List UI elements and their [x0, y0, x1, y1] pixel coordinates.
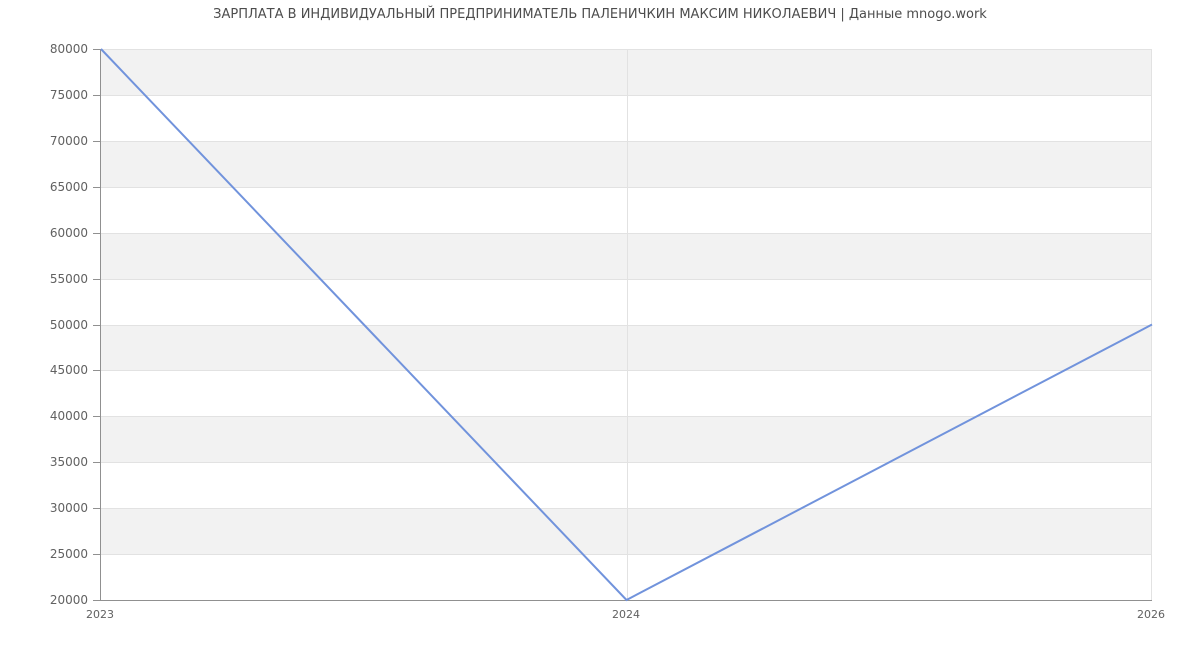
gridline-horizontal	[101, 416, 1152, 418]
plot-band	[101, 94, 1152, 141]
gridline-horizontal	[101, 370, 1152, 372]
y-axis-label: 75000	[49, 88, 88, 102]
y-tick-mark	[93, 370, 100, 371]
y-tick-mark	[93, 279, 100, 280]
y-axis-label: 30000	[49, 501, 88, 515]
y-tick-mark	[93, 325, 100, 326]
line-series-path	[100, 48, 1153, 602]
plot-band	[101, 416, 1152, 463]
x-axis-label: 2024	[612, 608, 640, 621]
y-axis-label: 45000	[49, 363, 88, 377]
y-axis-label: 20000	[49, 593, 88, 607]
y-axis-label: 70000	[49, 134, 88, 148]
y-axis-label: 80000	[49, 42, 88, 56]
gridline-horizontal	[101, 140, 1152, 142]
y-axis-label: 60000	[49, 226, 88, 240]
plot-band	[101, 462, 1152, 509]
x-axis-label: 2026	[1137, 608, 1165, 621]
gridline-horizontal	[101, 324, 1152, 326]
y-tick-mark	[93, 233, 100, 234]
gridline-horizontal	[101, 232, 1152, 234]
chart-title: ЗАРПЛАТА В ИНДИВИДУАЛЬНЫЙ ПРЕДПРИНИМАТЕЛ…	[213, 7, 987, 22]
plot-band	[101, 370, 1152, 417]
y-axis-label: 55000	[49, 272, 88, 286]
y-tick-mark	[93, 187, 100, 188]
plot-band	[101, 140, 1152, 187]
gridline-horizontal	[101, 94, 1152, 96]
x-axis-label: 2023	[86, 608, 114, 621]
plot-band	[101, 324, 1152, 371]
plot-band	[101, 278, 1152, 325]
gridline-horizontal	[101, 462, 1152, 464]
y-axis-label: 25000	[49, 547, 88, 561]
y-axis-label: 35000	[49, 455, 88, 469]
gridline-horizontal	[101, 554, 1152, 556]
y-tick-mark	[93, 49, 100, 50]
gridline-horizontal	[101, 508, 1152, 510]
gridline-horizontal	[101, 49, 1152, 50]
y-tick-mark	[93, 600, 100, 601]
y-tick-mark	[93, 508, 100, 509]
gridline-vertical	[627, 49, 628, 600]
y-tick-mark	[93, 462, 100, 463]
y-axis-label: 40000	[49, 409, 88, 423]
gridline-horizontal	[101, 186, 1152, 188]
plot-band	[101, 186, 1152, 233]
plot-area	[100, 48, 1153, 602]
y-tick-mark	[93, 554, 100, 555]
salary-line-series	[100, 48, 1153, 602]
plot-band	[101, 49, 1152, 95]
y-axis-label: 50000	[49, 318, 88, 332]
gridline-horizontal	[101, 278, 1152, 280]
y-tick-mark	[93, 416, 100, 417]
plot-band	[101, 554, 1152, 600]
y-tick-mark	[93, 141, 100, 142]
plot-band	[101, 508, 1152, 555]
y-axis-label: 65000	[49, 180, 88, 194]
plot-band	[101, 232, 1152, 279]
y-tick-mark	[93, 95, 100, 96]
